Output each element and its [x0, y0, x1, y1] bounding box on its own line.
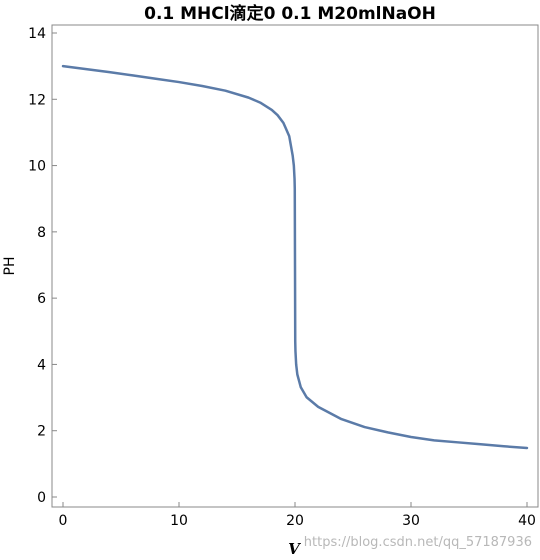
- x-axis-ticks: 0 10 20 30 40: [59, 502, 536, 529]
- y-tick-label: 2: [37, 424, 46, 440]
- y-axis-label: PH: [2, 257, 18, 276]
- y-tick-label: 6: [37, 291, 46, 307]
- y-tick-label: 10: [28, 159, 46, 175]
- y-tick-label: 8: [37, 225, 46, 241]
- x-axis-label: V: [288, 540, 301, 558]
- y-tick-label: 14: [28, 26, 46, 42]
- x-tick-label: 40: [518, 513, 536, 529]
- x-tick-label: 20: [286, 513, 304, 529]
- y-tick-label: 12: [28, 92, 46, 108]
- y-tick-label: 0: [37, 490, 46, 506]
- y-axis-ticks: 0 2 4 6 8 10 12 14: [28, 26, 57, 506]
- ph-curve-line: [61, 64, 529, 450]
- y-tick-label: 4: [37, 357, 46, 373]
- chart-title: 0.1 MHCl滴定0 0.1 M20mlNaOH: [144, 3, 436, 24]
- x-tick-label: 30: [402, 513, 420, 529]
- x-tick-label: 0: [59, 513, 68, 529]
- x-tick-label: 10: [170, 513, 188, 529]
- watermark-text: https://blog.csdn.net/qq_57187936: [304, 535, 532, 550]
